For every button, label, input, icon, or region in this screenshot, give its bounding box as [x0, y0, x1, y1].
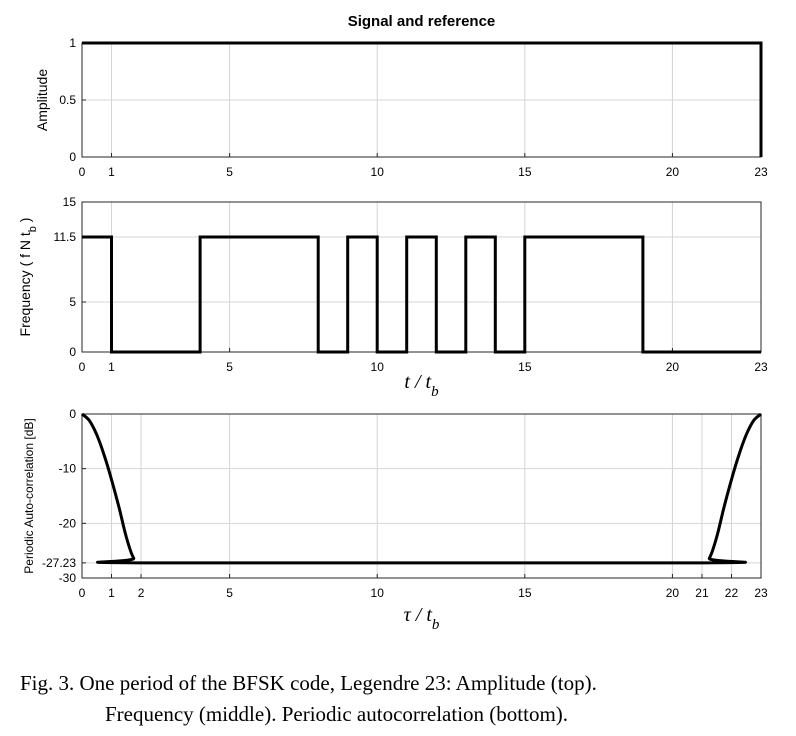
x-tick-label: 10 [371, 360, 385, 374]
y-axis-label: Amplitude [34, 69, 50, 131]
x-tick-label: 5 [226, 360, 233, 374]
y-axis-label-text: Periodic Auto-correlation [dB] [22, 418, 36, 573]
y-tick-label: 0.5 [59, 93, 76, 107]
y-tick-label: 1 [69, 36, 76, 50]
x-tick-label: 10 [371, 586, 385, 600]
x-tick-label: 20 [666, 360, 680, 374]
x-axis-label-subscript: b [431, 384, 439, 400]
x-axis-label: t / tb [404, 371, 439, 400]
y-tick-label: -30 [59, 571, 77, 585]
x-tick-label: 10 [371, 165, 385, 179]
plot-area [81, 201, 762, 353]
series-line-1 [80, 412, 763, 565]
figure-caption: Fig. 3. One period of the BFSK code, Leg… [20, 668, 780, 730]
y-tick-label: 0 [69, 150, 76, 164]
y-tick-label: 0 [69, 407, 76, 421]
x-tick-label: 1 [108, 586, 115, 600]
chart-panel-3: 0 1 2 5 10 15 20 21 22 23 0 -10 -20 -27.23-30 Periodic… [22, 407, 768, 633]
y-tick-label: 11.5 [54, 230, 77, 244]
x-tick-label: 23 [754, 586, 768, 600]
caption-line-2: Frequency (middle). Periodic autocorrela… [105, 702, 569, 726]
y-axis-label: Periodic Auto-correlation [dB] [22, 418, 36, 573]
y-axis-label-end: ) [17, 218, 33, 227]
x-axis-label-text: τ / t [404, 604, 433, 626]
y-tick-label: -27.23 [42, 556, 76, 570]
series-line-1 [82, 235, 761, 354]
y-axis-label: Frequency ( f N tb ) [17, 218, 39, 337]
plot-area [81, 413, 762, 579]
x-tick-label: 1 [108, 360, 115, 374]
x-tick-label: 15 [518, 165, 532, 179]
x-tick-label: 0 [79, 586, 86, 600]
x-tick-label: 5 [226, 165, 233, 179]
y-tick-label: 5 [69, 295, 76, 309]
x-tick-label: 20 [666, 165, 680, 179]
x-tick-label: 15 [518, 586, 532, 600]
x-tick-label: 1 [108, 165, 115, 179]
x-tick-label: 20 [666, 586, 680, 600]
y-tick-label: -10 [59, 462, 77, 476]
x-tick-label: 22 [725, 586, 739, 600]
x-tick-label: 21 [695, 586, 709, 600]
x-tick-label: 0 [79, 165, 86, 179]
x-tick-label: 2 [138, 586, 145, 600]
x-tick-label: 15 [518, 360, 532, 374]
x-tick-label: 5 [226, 586, 233, 600]
x-axis-label: τ / tb [404, 604, 440, 633]
y-tick-label: 0 [69, 345, 76, 359]
y-axis-label-text: Amplitude [34, 69, 50, 131]
y-axis-label-subscript: b [27, 226, 39, 232]
series-line-1 [82, 41, 763, 157]
chart-title: Signal and reference [348, 13, 496, 30]
y-tick-label: -20 [59, 516, 77, 530]
x-tick-label: 23 [754, 360, 768, 374]
x-axis-label-subscript: b [432, 617, 440, 633]
caption-line-1: Fig. 3. One period of the BFSK code, Leg… [20, 671, 597, 695]
y-tick-label: 15 [63, 195, 77, 209]
x-axis-label-text: t / t [404, 371, 431, 393]
y-axis-label-text: Frequency ( f N t [17, 232, 33, 336]
x-tick-label: 0 [79, 360, 86, 374]
x-tick-label: 23 [754, 165, 768, 179]
